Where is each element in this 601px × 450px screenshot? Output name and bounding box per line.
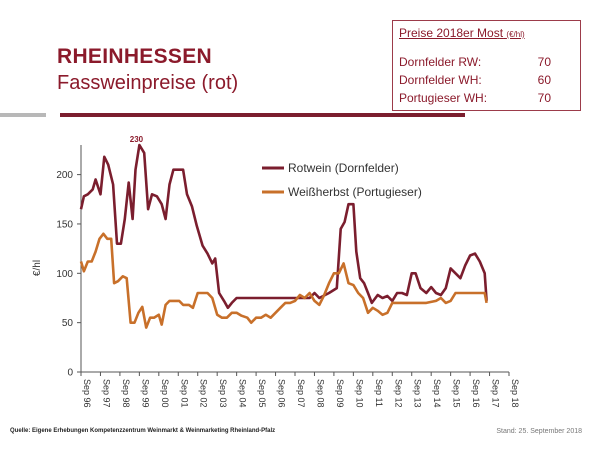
x-tick-label: Sep 12 [393,379,403,408]
price-box-title: Preise 2018er Most (€/hl) [399,26,525,40]
page-title: RHEINHESSEN [57,45,212,68]
x-tick-label: Sep 11 [374,379,384,407]
y-tick-labels: 0 50 100 150 200 [56,170,73,378]
x-tick-label: Sep 96 [82,379,92,408]
price-row-dornfelder-wh: Dornfelder WH: 60 [399,73,571,87]
y-tick-label: 200 [56,170,73,181]
x-tick-label: Sep 99 [140,379,150,408]
price-row-label: Dornfelder WH: [399,73,482,87]
x-tick-label: Sep 08 [315,379,325,408]
y-tick-label: 50 [62,318,74,329]
x-tick-labels: Sep 96 Sep 97 Sep 98 Sep 99 Sep 00 Sep 01 Sep … [82,379,520,408]
x-tick-label: Sep 03 [218,379,228,408]
x-tick-label: Sep 17 [491,379,501,408]
x-tick-label: Sep 10 [354,379,364,408]
x-tick-label: Sep 98 [121,379,131,408]
chart-legend: Rotwein (Dornfelder) Weißherbst (Portugie… [262,161,422,199]
x-tick-label: Sep 02 [199,379,209,408]
x-tick-label: Sep 06 [277,379,287,408]
x-tick-label: Sep 05 [257,379,267,408]
x-tick-label: Sep 16 [471,379,481,408]
y-axis-label: €/hl [32,260,43,276]
x-tick-label: Sep 00 [160,379,170,408]
series-line-rotwein [79,143,488,310]
x-tick-label: Sep 14 [432,379,442,408]
price-row-label: Portugieser WH: [399,91,488,105]
price-row-value: 70 [537,55,551,69]
price-box: Preise 2018er Most (€/hl) Dornfelder RW:… [392,20,581,111]
legend-label-rotwein: Rotwein (Dornfelder) [288,161,399,175]
footer-date: Stand: 25. September 2018 [496,428,582,435]
chart-axes [77,145,510,376]
price-row-value: 60 [537,73,551,87]
peak-annotation: 230 [130,135,144,144]
x-tick-label: Sep 97 [101,379,111,408]
page-subtitle: Fassweinpreise (rot) [57,72,239,94]
price-box-title-text: Preise 2018er Most [399,26,504,40]
x-tick-label: Sep 09 [335,379,345,408]
price-row-portugieser-wh: Portugieser WH: 70 [399,91,571,105]
price-row-value: 70 [537,91,551,105]
series-line-weissherbst [79,232,488,329]
divider-gray [0,113,46,117]
price-row-dornfelder-rw: Dornfelder RW: 70 [399,55,571,69]
x-tick-label: Sep 18 [510,379,520,408]
legend-label-weissherbst: Weißherbst (Portugieser) [288,185,422,199]
series-lines [79,143,488,329]
price-box-unit: (€/hl) [506,30,525,39]
x-tick-label: Sep 01 [179,379,189,408]
price-row-label: Dornfelder RW: [399,55,482,69]
x-tick-label: Sep 07 [296,379,306,408]
y-tick-label: 100 [56,269,73,280]
y-tick-label: 0 [67,368,73,379]
x-tick-label: Sep 13 [413,379,423,408]
x-tick-label: Sep 15 [452,379,462,408]
footer-source: Quelle: Eigene Erhebungen Kompetenzzentr… [10,428,276,434]
x-tick-label: Sep 04 [238,379,248,408]
divider-red [60,113,465,117]
y-tick-label: 150 [56,219,73,230]
